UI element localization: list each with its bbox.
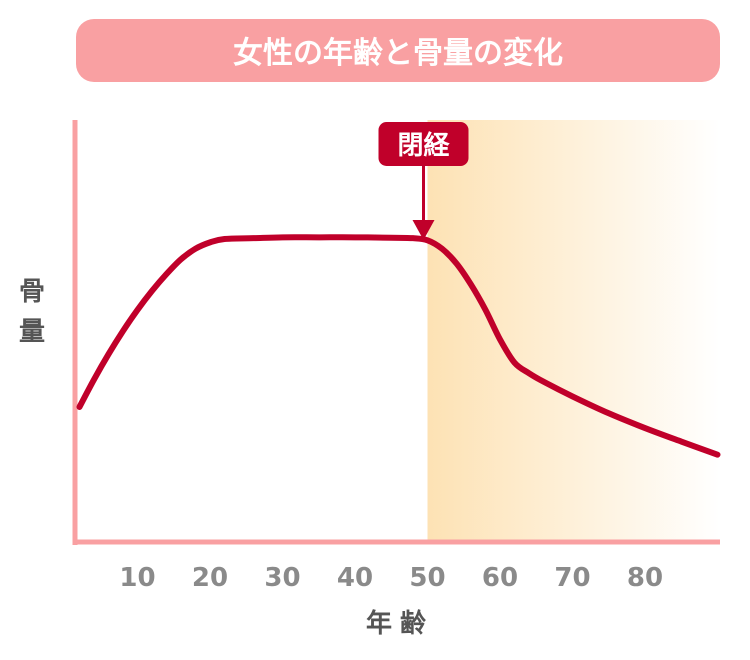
x-tick-label-80: 80 [627, 563, 663, 593]
chart-title: 女性の年齢と骨量の変化 [233, 36, 563, 71]
menopause-label: 閉経 [397, 130, 450, 161]
x-tick-label-30: 30 [264, 563, 300, 593]
x-axis-label: 年齢 [366, 608, 434, 639]
post-menopause-shaded-region [427, 120, 720, 542]
x-tick-label-40: 40 [337, 563, 373, 593]
x-tick-label-10: 10 [119, 563, 155, 593]
x-tick-label-70: 70 [554, 563, 590, 593]
menopause-arrow-head-icon [412, 220, 435, 240]
title-banner [76, 19, 720, 82]
y-axis-label-char-2: 量 [19, 317, 45, 347]
x-tick-label-20: 20 [192, 563, 228, 593]
bone-mass-line [76, 234, 721, 458]
x-tick-label-60: 60 [482, 563, 518, 593]
x-tick-label-50: 50 [409, 563, 445, 593]
y-axis-label-char-1: 骨 [19, 277, 45, 307]
menopause-label-box [378, 122, 469, 166]
